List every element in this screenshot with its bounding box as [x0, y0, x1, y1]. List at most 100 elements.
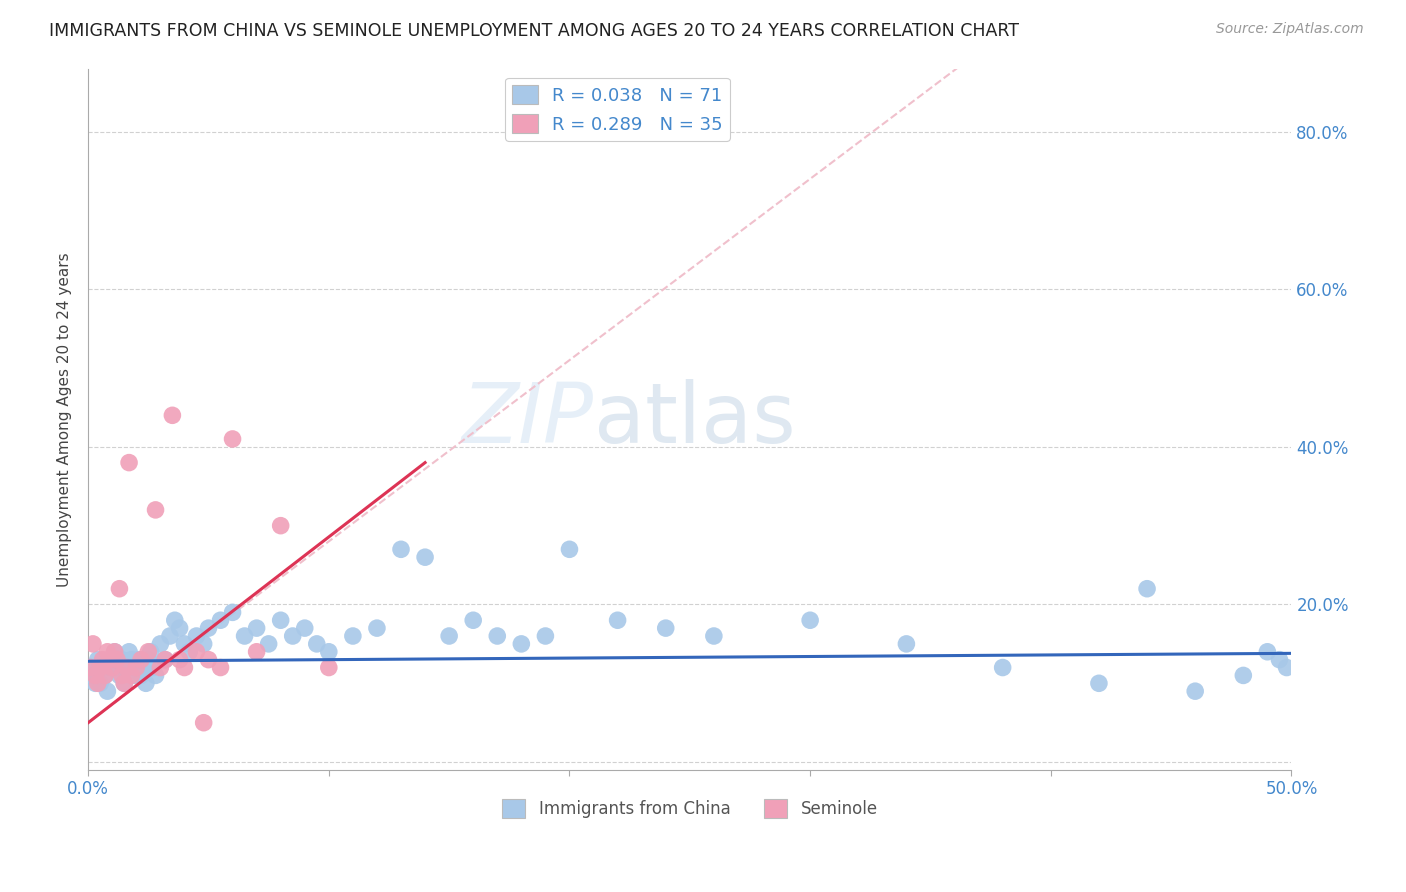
Point: [169, 653, 191, 667]
Point: [606, 613, 628, 627]
Point: [305, 637, 328, 651]
Point: [270, 518, 292, 533]
Point: [79, 660, 101, 674]
Point: [294, 621, 316, 635]
Point: [96, 684, 118, 698]
Point: [153, 653, 176, 667]
Point: [162, 409, 184, 423]
Point: [389, 542, 412, 557]
Point: [105, 653, 128, 667]
Point: [318, 660, 340, 674]
Point: [105, 660, 128, 674]
Point: [101, 660, 124, 674]
Point: [221, 606, 243, 620]
Text: Source: ZipAtlas.com: Source: ZipAtlas.com: [1216, 22, 1364, 37]
Point: [108, 668, 131, 682]
Point: [558, 542, 581, 557]
Point: [486, 629, 509, 643]
Point: [159, 629, 181, 643]
Point: [121, 653, 143, 667]
Point: [1275, 660, 1298, 674]
Point: [149, 660, 172, 674]
Point: [128, 653, 150, 667]
Point: [84, 676, 107, 690]
Point: [142, 660, 165, 674]
Point: [366, 621, 388, 635]
Y-axis label: Unemployment Among Ages 20 to 24 years: Unemployment Among Ages 20 to 24 years: [58, 252, 72, 587]
Point: [98, 653, 121, 667]
Point: [84, 668, 107, 682]
Point: [991, 660, 1014, 674]
Point: [136, 653, 159, 667]
Point: [1184, 684, 1206, 698]
Point: [82, 637, 104, 651]
Point: [129, 668, 152, 682]
Point: [135, 676, 157, 690]
Point: [122, 668, 145, 682]
Point: [104, 645, 127, 659]
Point: [89, 660, 111, 674]
Point: [79, 660, 101, 674]
Point: [197, 621, 219, 635]
Point: [1136, 582, 1159, 596]
Point: [246, 645, 269, 659]
Point: [87, 676, 110, 690]
Point: [463, 613, 485, 627]
Point: [112, 676, 135, 690]
Point: [104, 645, 127, 659]
Point: [173, 660, 195, 674]
Point: [145, 668, 167, 682]
Point: [169, 621, 191, 635]
Point: [1256, 645, 1278, 659]
Point: [318, 645, 340, 659]
Point: [1232, 668, 1254, 682]
Point: [129, 653, 152, 667]
Point: [112, 676, 135, 690]
Point: [101, 660, 124, 674]
Point: [125, 660, 148, 674]
Point: [163, 613, 186, 627]
Point: [91, 660, 114, 674]
Legend: Immigrants from China, Seminole: Immigrants from China, Seminole: [495, 793, 884, 825]
Point: [111, 668, 134, 682]
Point: [246, 621, 269, 635]
Point: [193, 715, 215, 730]
Point: [179, 645, 201, 659]
Point: [139, 645, 162, 659]
Point: [115, 660, 138, 674]
Point: [342, 629, 364, 643]
Point: [149, 637, 172, 651]
Point: [209, 660, 232, 674]
Text: ZIP: ZIP: [461, 379, 593, 459]
Point: [257, 637, 280, 651]
Point: [125, 660, 148, 674]
Text: IMMIGRANTS FROM CHINA VS SEMINOLE UNEMPLOYMENT AMONG AGES 20 TO 24 YEARS CORRELA: IMMIGRANTS FROM CHINA VS SEMINOLE UNEMPL…: [49, 22, 1019, 40]
Point: [186, 645, 208, 659]
Point: [193, 637, 215, 651]
Point: [89, 676, 111, 690]
Point: [111, 653, 134, 667]
Point: [197, 653, 219, 667]
Point: [94, 668, 117, 682]
Point: [1088, 676, 1111, 690]
Point: [132, 660, 155, 674]
Point: [221, 432, 243, 446]
Point: [186, 629, 208, 643]
Point: [896, 637, 918, 651]
Point: [153, 653, 176, 667]
Point: [136, 645, 159, 659]
Point: [270, 613, 292, 627]
Point: [121, 668, 143, 682]
Point: [1268, 653, 1291, 667]
Point: [233, 629, 256, 643]
Point: [703, 629, 725, 643]
Point: [413, 550, 436, 565]
Point: [108, 582, 131, 596]
Point: [96, 645, 118, 659]
Point: [145, 503, 167, 517]
Point: [534, 629, 557, 643]
Point: [115, 660, 138, 674]
Point: [98, 653, 121, 667]
Text: atlas: atlas: [593, 379, 796, 459]
Point: [118, 456, 141, 470]
